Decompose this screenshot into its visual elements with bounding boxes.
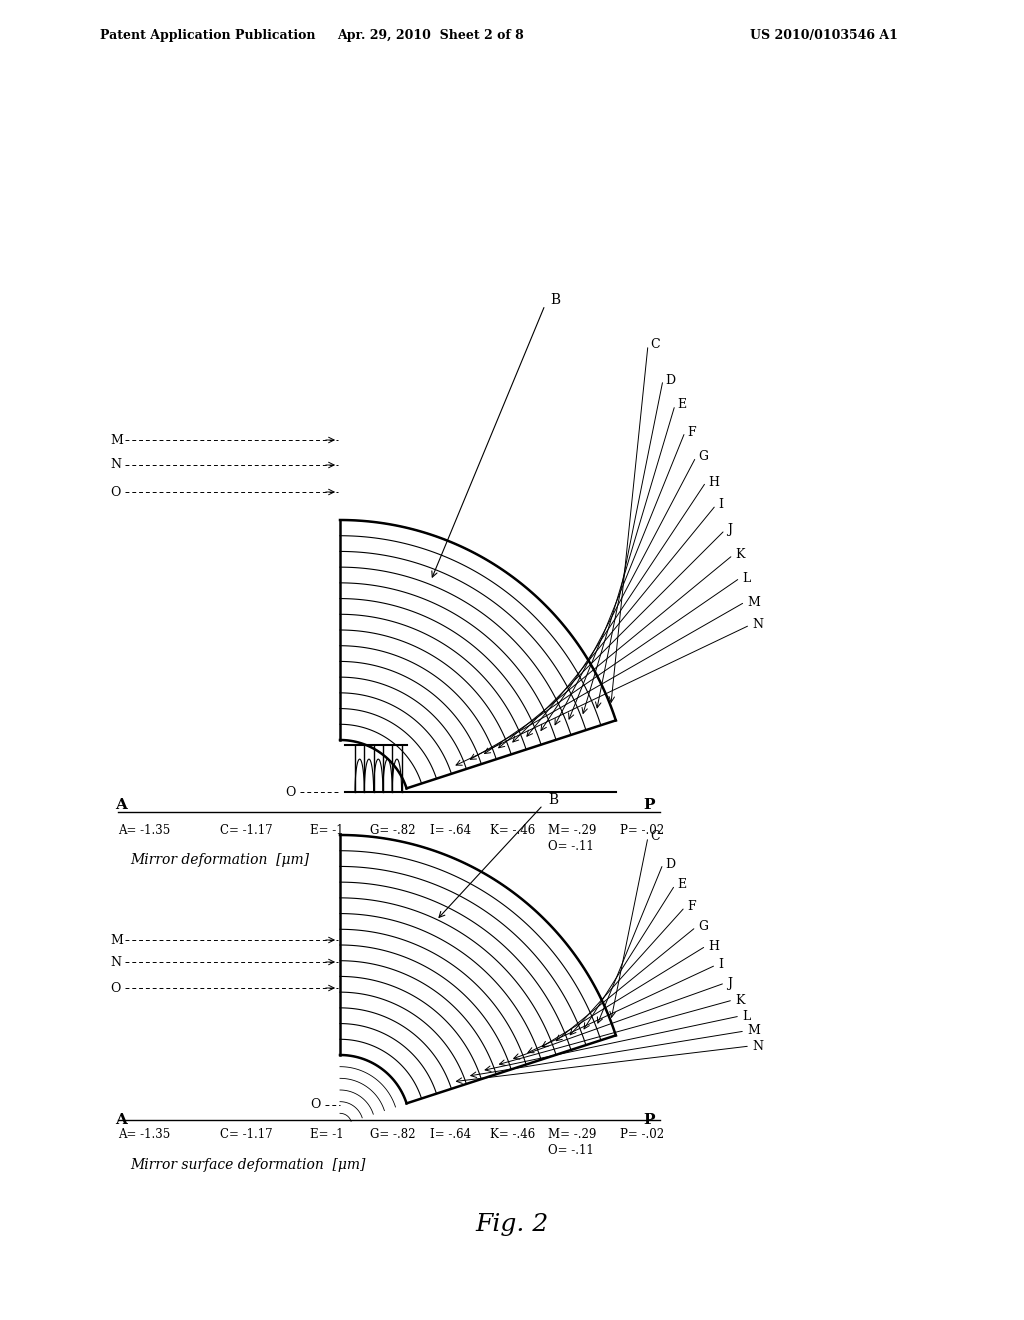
Text: D: D [665, 374, 675, 387]
Text: G: G [698, 920, 708, 933]
Text: N: N [752, 1040, 763, 1052]
Text: E: E [677, 879, 686, 891]
Text: P: P [643, 799, 654, 812]
Text: G= -.82: G= -.82 [370, 824, 416, 837]
Text: Apr. 29, 2010  Sheet 2 of 8: Apr. 29, 2010 Sheet 2 of 8 [337, 29, 523, 41]
Text: Mirror deformation  [μm]: Mirror deformation [μm] [130, 853, 309, 867]
Text: O: O [110, 486, 121, 499]
Text: O: O [310, 1098, 321, 1111]
Polygon shape [340, 520, 615, 788]
Text: US 2010/0103546 A1: US 2010/0103546 A1 [750, 29, 898, 41]
Text: N: N [110, 956, 121, 969]
Text: C= -1.17: C= -1.17 [220, 1129, 272, 1142]
Text: G: G [698, 450, 708, 463]
Text: N: N [752, 619, 763, 631]
Text: M= -.29: M= -.29 [548, 1129, 596, 1142]
Text: K: K [735, 549, 744, 561]
Text: K= -.46: K= -.46 [490, 824, 536, 837]
Text: L: L [742, 572, 751, 585]
Text: Fig. 2: Fig. 2 [475, 1213, 549, 1237]
Text: I: I [718, 958, 723, 972]
Text: Patent Application Publication: Patent Application Publication [100, 29, 315, 41]
Text: N: N [110, 458, 121, 471]
Text: A: A [115, 1113, 127, 1127]
Text: F: F [687, 900, 695, 913]
Text: P= -.02: P= -.02 [620, 1129, 665, 1142]
Text: H: H [708, 475, 719, 488]
Text: H: H [708, 940, 719, 953]
Text: B: B [548, 793, 558, 807]
Polygon shape [340, 836, 615, 1104]
Text: I: I [718, 499, 723, 511]
Text: A: A [115, 799, 127, 812]
Text: J: J [727, 977, 732, 990]
Text: M: M [110, 433, 123, 446]
Text: M: M [110, 933, 123, 946]
Text: E= -1: E= -1 [310, 824, 344, 837]
Text: M: M [746, 595, 760, 609]
Text: O= -.11: O= -.11 [548, 840, 594, 853]
Text: E= -1: E= -1 [310, 1129, 344, 1142]
Text: D: D [665, 858, 675, 870]
Text: O: O [285, 785, 295, 799]
Text: F: F [687, 425, 695, 438]
Text: I= -.64: I= -.64 [430, 1129, 471, 1142]
Text: M: M [746, 1024, 760, 1038]
Text: O= -.11: O= -.11 [548, 1144, 594, 1158]
Text: K: K [735, 994, 744, 1006]
Text: L: L [742, 1010, 751, 1023]
Text: B: B [550, 293, 560, 308]
Text: A= -1.35: A= -1.35 [118, 1129, 170, 1142]
Text: J: J [727, 524, 732, 536]
Text: Mirror surface deformation  [μm]: Mirror surface deformation [μm] [130, 1158, 366, 1172]
Text: C: C [650, 338, 659, 351]
Text: O: O [110, 982, 121, 994]
Text: E: E [677, 399, 686, 412]
Text: C= -1.17: C= -1.17 [220, 824, 272, 837]
Text: C: C [650, 830, 659, 843]
Text: K= -.46: K= -.46 [490, 1129, 536, 1142]
Text: A= -1.35: A= -1.35 [118, 824, 170, 837]
Text: G= -.82: G= -.82 [370, 1129, 416, 1142]
Text: P: P [643, 1113, 654, 1127]
Text: I= -.64: I= -.64 [430, 824, 471, 837]
Text: M= -.29: M= -.29 [548, 824, 596, 837]
Text: P= -.02: P= -.02 [620, 824, 665, 837]
